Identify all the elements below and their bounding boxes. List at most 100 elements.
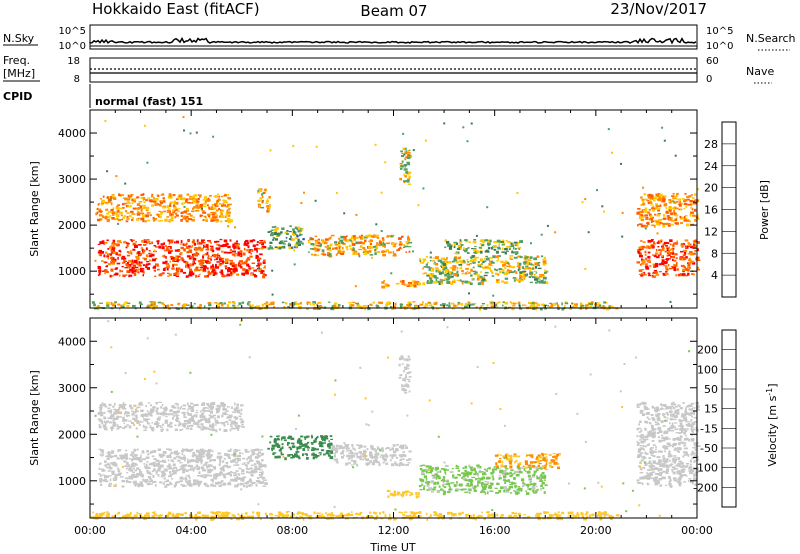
power-cell — [670, 216, 673, 219]
power-cell — [188, 265, 192, 267]
velocity-cell — [117, 469, 121, 473]
velocity-cell — [527, 474, 531, 478]
power-cell — [143, 207, 146, 209]
power-cell — [218, 208, 220, 210]
velocity-cell — [304, 438, 307, 440]
power-cell — [123, 240, 127, 243]
power-cell — [121, 257, 125, 260]
power-cell — [139, 263, 141, 267]
velocity-cell — [123, 422, 126, 425]
velocity-cell — [149, 473, 153, 475]
velocity-cell — [316, 435, 319, 438]
power-cell — [246, 270, 249, 273]
noise-left-tick-top: 10^5 — [59, 26, 86, 37]
velocity-cell — [318, 442, 321, 445]
power-cell — [315, 307, 319, 310]
power-cell — [380, 243, 383, 246]
power-cell — [216, 261, 220, 263]
power-cell — [453, 279, 456, 282]
freq-left-tick-bottom: 8 — [74, 74, 80, 85]
velocity-cell — [218, 485, 222, 487]
power-cell — [509, 255, 514, 257]
velocity-cell — [255, 448, 260, 451]
velocity-cell — [150, 479, 152, 482]
power-cell — [153, 196, 155, 200]
power-cell — [142, 204, 146, 208]
power-cell — [639, 252, 642, 255]
power-cell — [219, 302, 223, 305]
power-cell — [504, 252, 507, 255]
power-cell — [374, 252, 377, 256]
power-cell — [692, 215, 696, 217]
velocity-cell — [481, 471, 484, 473]
power-cell — [226, 209, 228, 213]
velocity-cell — [374, 449, 378, 453]
power-cell — [210, 242, 212, 245]
velocity-cell — [169, 410, 172, 413]
velocity-cell — [525, 490, 528, 492]
velocity-cell — [142, 415, 145, 418]
power-cell — [427, 280, 429, 282]
velocity-cell — [384, 455, 389, 457]
velocity-cell — [499, 474, 501, 477]
power-cell — [235, 240, 238, 243]
power-cell — [528, 262, 531, 265]
velocity-cell — [369, 460, 372, 463]
velocity-cell — [214, 481, 218, 485]
velocity-cell — [217, 415, 220, 419]
velocity-cell — [132, 471, 135, 473]
power-cell — [464, 305, 468, 308]
velocity-cell — [212, 475, 215, 478]
velocity-cell — [430, 491, 435, 493]
velocity-cell — [240, 420, 244, 424]
power-cell — [448, 302, 451, 305]
velocity-cell — [234, 457, 239, 460]
power-cell — [220, 215, 225, 219]
velocity-cell — [135, 483, 139, 486]
power-cell — [639, 215, 641, 219]
power-cell — [480, 280, 484, 284]
power-cell — [378, 243, 381, 246]
velocity-cell — [124, 465, 127, 467]
velocity-cell — [237, 411, 241, 414]
power-cell — [190, 264, 193, 266]
power-cell — [669, 239, 673, 242]
power-cell — [399, 177, 402, 181]
power-cell — [505, 262, 509, 264]
power-cell — [316, 303, 319, 306]
power-cell — [192, 239, 195, 242]
power-cell — [676, 240, 678, 242]
power-cell — [403, 180, 408, 183]
power-scatter-cell — [170, 218, 173, 221]
velocity-cell — [165, 483, 170, 486]
velocity-cell — [396, 493, 400, 496]
velocity-cell — [315, 448, 319, 451]
velocity-cell — [140, 421, 144, 423]
velocity-cell — [476, 484, 479, 487]
velocity-cell — [208, 454, 212, 457]
power-cell — [654, 207, 658, 210]
power-cell — [168, 273, 172, 277]
velocity-cell — [169, 455, 172, 459]
velocity-cell — [418, 492, 420, 495]
velocity-cell — [151, 470, 155, 473]
power-cell — [654, 271, 658, 274]
power-cell — [655, 249, 658, 252]
velocity-cell — [208, 414, 212, 416]
velocity-cell — [481, 490, 485, 493]
power-cell — [695, 215, 698, 217]
power-cell — [227, 245, 231, 249]
power-cell — [449, 245, 453, 248]
velocity-cell — [124, 454, 127, 457]
power-cell — [557, 304, 560, 308]
velocity-cell — [209, 405, 212, 408]
power-cell — [350, 304, 355, 307]
velocity-cell — [255, 483, 258, 487]
velocity-cell — [191, 409, 195, 412]
power-cell — [335, 253, 338, 256]
power-scatter-cell — [375, 223, 378, 226]
power-cell — [441, 263, 443, 265]
velocity-cell — [223, 424, 226, 427]
power-cell — [480, 251, 483, 254]
